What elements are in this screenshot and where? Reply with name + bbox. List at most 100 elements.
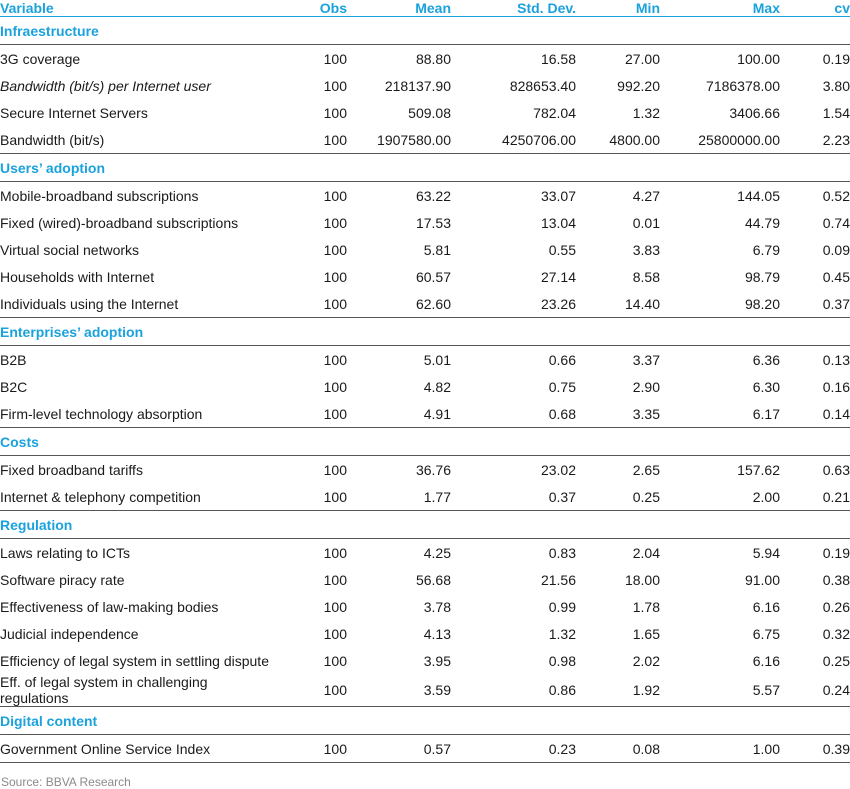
cell-std-dev: 1.32: [548, 625, 576, 642]
cell-max: 6.30: [752, 378, 780, 395]
cell-min: 1.32: [632, 104, 660, 121]
cell-mean: 0.57: [347, 734, 451, 763]
table-row: Effectiveness of law-making bodies 100 3.7…: [0, 593, 850, 620]
cell-max: 6.16: [752, 652, 780, 669]
cell-obs: 100: [323, 351, 347, 368]
cell-cv: 0.37: [780, 290, 850, 318]
section-header-row: Digital content: [0, 706, 850, 735]
cell-variable: Virtual social networks: [0, 241, 140, 258]
cell-cv: 0.19: [822, 544, 850, 561]
cell-cv: 0.74: [822, 214, 850, 231]
cell-std-dev: 0.75: [548, 378, 576, 395]
table-row: Government Online Service Index 100 0.57 0.…: [0, 734, 850, 763]
cell-mean: 36.76: [415, 461, 451, 478]
section-header-row: Costs: [0, 427, 850, 456]
cell-obs: 100: [323, 77, 347, 94]
cell-max: 6.36: [752, 351, 780, 368]
table-row: B2C 100 4.82 0.75 2.90 6.30 0.16: [0, 373, 850, 400]
cell-cv: 3.80: [822, 77, 850, 94]
cell-variable: Judicial independence: [0, 625, 139, 642]
cell-max: 5.94: [752, 544, 780, 561]
table-body: Infraestructure 3G coverage 100 88.80 16.58 2…: [0, 16, 850, 763]
cell-obs: 100: [280, 290, 347, 318]
cell-obs: 100: [323, 461, 347, 478]
cell-cv: 0.26: [822, 598, 850, 615]
cell-min: 2.02: [632, 652, 660, 669]
cell-obs: 100: [323, 598, 347, 615]
table-row: Households with Internet 100 60.57 27.14 8.5…: [0, 263, 850, 290]
cell-std-dev: 21.56: [540, 571, 576, 588]
cell-variable: Software piracy rate: [0, 571, 125, 588]
cell-min: 2.04: [632, 544, 660, 561]
cell-max: 7186378.00: [706, 77, 780, 94]
cell-std-dev: 23.02: [540, 461, 576, 478]
cell-max: 144.05: [737, 187, 780, 204]
cell-cv: 1.54: [822, 104, 850, 121]
cell-obs: 100: [280, 483, 347, 511]
cell-max: 6.79: [752, 241, 780, 258]
table-row: Judicial independence 100 4.13 1.32 1.65 6.75…: [0, 620, 850, 647]
header-obs: Obs: [319, 0, 347, 16]
cell-max: 2.00: [660, 483, 780, 511]
cell-cv: 0.09: [822, 241, 850, 258]
cell-obs: 100: [280, 734, 347, 763]
section-header-row: Enterprises’ adoption: [0, 317, 850, 346]
cell-min: 8.58: [632, 268, 660, 285]
cell-mean: 218137.90: [384, 77, 451, 94]
cell-min: 2.65: [632, 461, 660, 478]
cell-std-dev: 27.14: [540, 268, 576, 285]
table-row: Individuals using the Internet 100 62.60 23…: [0, 290, 850, 318]
cell-mean: 4.25: [423, 544, 451, 561]
cell-obs: 100: [323, 544, 347, 561]
table-row: Laws relating to ICTs 100 4.25 0.83 2.04 5.94…: [0, 539, 850, 567]
table-row: Bandwidth (bit/s) 100 1907580.00 4250706.00…: [0, 126, 850, 154]
cell-variable: Fixed broadband tariffs: [0, 461, 143, 478]
cell-max: 44.79: [744, 214, 780, 231]
cell-min: 3.83: [632, 241, 660, 258]
header-max: Max: [752, 0, 780, 16]
cell-min: 3.35: [576, 400, 660, 428]
cell-min: 1.65: [632, 625, 660, 642]
cell-cv: 0.38: [822, 571, 850, 588]
cell-variable: Secure Internet Servers: [0, 104, 148, 121]
cell-cv: 0.32: [822, 625, 850, 642]
cell-mean: 509.08: [408, 104, 451, 121]
cell-variable: Mobile-broadband subscriptions: [0, 187, 199, 204]
cell-max: 6.75: [752, 625, 780, 642]
cell-min: 14.40: [576, 290, 660, 318]
cell-mean: 1.77: [347, 483, 451, 511]
cell-max: 6.17: [660, 400, 780, 428]
cell-min: 4.27: [632, 187, 660, 204]
section-title: Infraestructure: [0, 16, 850, 45]
cell-max: 100.00: [737, 50, 780, 67]
header-min: Min: [635, 0, 660, 16]
cell-variable: Effectiveness of law-making bodies: [0, 598, 219, 615]
cell-cv: 0.14: [780, 400, 850, 428]
cell-obs: 100: [280, 126, 347, 154]
section-header-row: Regulation: [0, 510, 850, 539]
cell-mean: 4.91: [347, 400, 451, 428]
cell-obs: 100: [323, 187, 347, 204]
cell-mean: 62.60: [347, 290, 451, 318]
cell-cv: 2.23: [780, 126, 850, 154]
cell-min: 0.08: [576, 734, 660, 763]
cell-variable: Bandwidth (bit/s): [0, 126, 280, 154]
cell-mean: 1907580.00: [347, 126, 451, 154]
cell-mean: 4.82: [423, 378, 451, 395]
table-row: Virtual social networks 100 5.81 0.55 3.83 6.…: [0, 236, 850, 263]
cell-max: 25800000.00: [660, 126, 780, 154]
header-row: Variable Obs Mean Std. Dev. Min Max cv: [0, 0, 850, 17]
section-title: Costs: [0, 427, 850, 456]
cell-variable: B2B: [0, 351, 27, 368]
cell-min: 18.00: [624, 571, 660, 588]
cell-mean: 5.01: [423, 351, 451, 368]
table-row: Efficiency of legal system in settling d…: [0, 647, 850, 674]
header-cv: cv: [834, 0, 850, 16]
section-header-row: Users’ adoption: [0, 153, 850, 182]
cell-mean: 3.59: [347, 674, 451, 707]
cell-obs: 100: [323, 241, 347, 258]
table-row: Internet & telephony competition 100 1.77 0…: [0, 483, 850, 511]
cell-max: 98.20: [660, 290, 780, 318]
cell-mean: 4.13: [423, 625, 451, 642]
cell-variable: Individuals using the Internet: [0, 290, 280, 318]
